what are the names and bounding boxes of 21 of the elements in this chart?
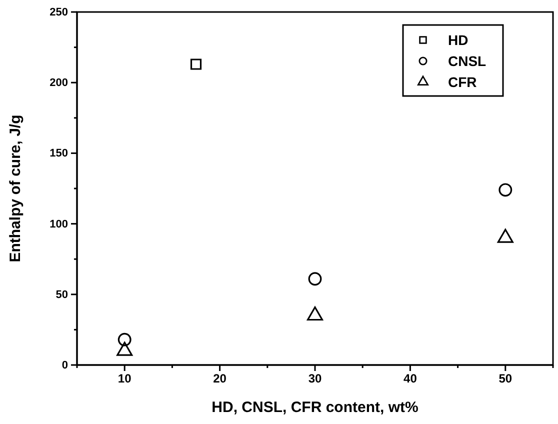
legend-label: CFR <box>448 74 477 90</box>
y-tick-label: 200 <box>50 77 68 90</box>
y-tick-label: 100 <box>50 218 68 230</box>
x-tick-label: 20 <box>213 372 227 386</box>
x-tick-label: 10 <box>118 372 132 386</box>
point <box>190 58 202 70</box>
point <box>498 183 512 197</box>
point <box>116 342 133 356</box>
point <box>497 228 514 243</box>
legend-label: CNSL <box>448 53 487 69</box>
x-tick-label: 50 <box>498 372 512 386</box>
legend-label: HD <box>448 32 468 48</box>
x-tick-label: 40 <box>404 372 418 386</box>
y-tick-label: 250 <box>50 6 68 19</box>
y-tick-label: 150 <box>50 148 68 160</box>
point <box>306 306 324 321</box>
y-axis-title: Enthalpy of cure, J/g <box>7 114 24 262</box>
y-tick-label: 0 <box>62 360 68 372</box>
x-axis-title: HD, CNSL, CFR content, wt% <box>212 399 418 416</box>
y-tick-label: 50 <box>56 288 68 301</box>
x-tick-label: 30 <box>308 372 322 386</box>
